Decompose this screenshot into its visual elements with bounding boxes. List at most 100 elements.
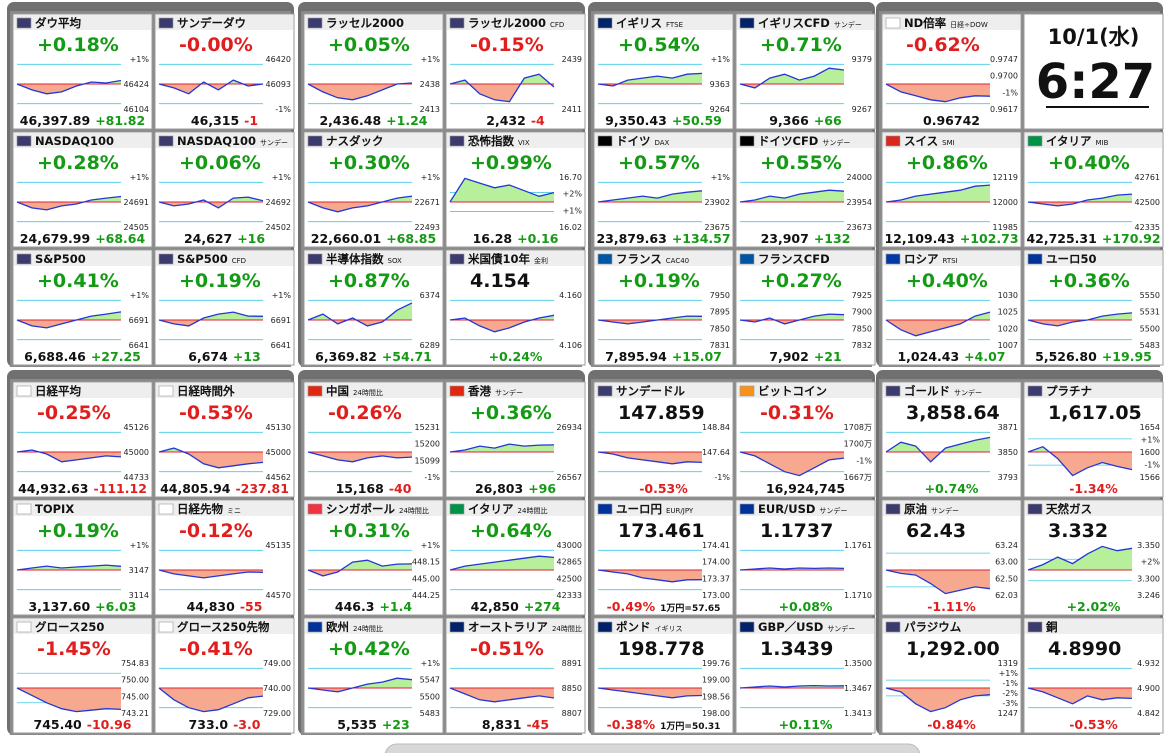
bottom-value: +68.64	[95, 231, 145, 246]
bottom-line: 0.96742	[923, 113, 980, 128]
tile-sub: サンデー	[954, 388, 982, 397]
axis-label: 445.00	[412, 574, 440, 583]
axis-label: 22493	[415, 223, 440, 232]
flag	[1027, 253, 1043, 265]
tile-bg	[881, 499, 1022, 616]
big-value: +0.36%	[1048, 270, 1130, 292]
sparkline	[158, 447, 264, 469]
big-value: +0.05%	[328, 34, 410, 56]
tile-bg	[303, 13, 444, 130]
tile-name: ゴールド	[904, 384, 950, 398]
tile-header	[595, 501, 732, 516]
bottom-line: +0.24%	[489, 349, 543, 364]
bottom-value: +66	[814, 113, 842, 128]
tile-sub: サンデー	[822, 138, 850, 147]
big-value: 3.332	[1048, 520, 1108, 542]
big-value: +0.31%	[328, 520, 410, 542]
bottom-value: +96	[528, 481, 556, 496]
tile-name: フランスCFD	[758, 252, 830, 266]
axis-label: 3793	[998, 473, 1018, 482]
spark-area-down	[1028, 452, 1132, 476]
sparkline	[597, 569, 703, 583]
sparkline	[1027, 312, 1133, 327]
tile-name: ダウ平均	[35, 16, 81, 30]
tile-name-line: フランス CAC40	[616, 252, 689, 266]
tile-sub: 金利	[534, 256, 548, 265]
tile-name-line: 欧州 24時間比	[326, 620, 383, 634]
sparkline	[307, 82, 413, 101]
tile-name-line: NASDAQ100 サンデー	[177, 134, 288, 148]
axis-label: 1.1710	[844, 591, 872, 600]
flag	[16, 135, 32, 147]
tile-name-line: ビットコイン	[758, 384, 827, 398]
axis-label: +2%	[1141, 558, 1161, 567]
tile-bg	[445, 499, 586, 616]
tile-bg	[1023, 249, 1164, 366]
big-value: 1.1737	[760, 520, 833, 542]
flag	[597, 621, 613, 633]
axis-label: 7925	[852, 291, 872, 300]
tile-header	[1025, 619, 1162, 634]
axis-label: 15231	[415, 423, 440, 432]
sparkline	[16, 79, 122, 95]
axis-label: +1%	[130, 541, 150, 550]
axis-label: 9264	[710, 105, 730, 114]
tile-bg	[881, 13, 1022, 130]
big-value: +0.99%	[470, 152, 552, 174]
big-value: +0.28%	[37, 152, 119, 174]
tile-header	[156, 133, 293, 148]
axis-label: 1030	[998, 291, 1018, 300]
tile-bg	[735, 13, 876, 130]
bottom-value: -1.11%	[927, 599, 976, 614]
tile-bg	[881, 617, 1022, 734]
sparkline	[449, 177, 555, 203]
tile-bg	[1023, 131, 1164, 248]
tile: NASDAQ100 +0.28% +1% 24691 24505 24,679.99 +68…	[12, 131, 153, 248]
tile-name-line: 原油 サンデー	[904, 502, 959, 516]
axis-label: 6691	[271, 316, 291, 325]
big-value: +0.86%	[906, 152, 988, 174]
axis-label: 42500	[1135, 198, 1160, 207]
big-value: +0.36%	[470, 402, 552, 424]
tile-name-line: GBP／USD サンデー	[758, 620, 855, 634]
sparkline	[885, 83, 991, 103]
tile-name-line: 天然ガス	[1046, 502, 1092, 516]
flag	[449, 621, 465, 633]
sparkline	[1027, 193, 1133, 207]
tile-name: 恐怖指数	[468, 134, 514, 148]
tile-header	[156, 251, 293, 266]
axis-label: 198.00	[702, 709, 730, 718]
tile: 日経平均 -0.25% 45126 45000 44733 44,932.63 -111.1…	[12, 381, 153, 498]
tile-header	[1025, 251, 1162, 266]
sparkline	[1027, 687, 1133, 705]
tile-header	[737, 133, 874, 148]
axis-label: 1.3413	[844, 709, 872, 718]
sparkline	[885, 184, 991, 203]
bottom-value: +1.4	[379, 599, 412, 614]
tile-name: サンデーダウ	[177, 16, 246, 30]
big-value: +0.55%	[760, 152, 842, 174]
tile-bg	[593, 131, 734, 248]
axis-label: 24692	[266, 198, 291, 207]
tile: 中国 24時間比 -0.26% 15231 15200 15099 -1% 15,168 -40	[303, 381, 444, 498]
axis-label: 1566	[1140, 473, 1160, 482]
bottom-value: -3.0	[233, 717, 261, 732]
axis-label: 5531	[1140, 308, 1160, 317]
tile: フランス CAC40 +0.19% 7950 7895 7850 7831 7,895.94 +…	[593, 249, 734, 366]
tile-name: ND倍率	[904, 16, 947, 30]
tile-sub: 24時間比	[518, 506, 548, 515]
tile-name: 銅	[1045, 620, 1058, 634]
bottom-value: -10.96	[87, 717, 132, 732]
bottom-value: +15.07	[672, 349, 722, 364]
bottom-value: +0.08%	[779, 599, 833, 614]
tile-name-line: 日経先物 ミニ	[177, 502, 241, 516]
tile-name: グロース250	[35, 620, 104, 634]
big-value: +0.41%	[37, 270, 119, 292]
bottom-value: 16.28	[473, 231, 513, 246]
axis-label: 44562	[266, 473, 291, 482]
sparkline	[885, 687, 991, 713]
tile: ドイツCFD サンデー +0.55% 24000 23954 23673 23,907 +13…	[735, 131, 876, 248]
tile-sub: 日経÷DOW	[950, 20, 988, 29]
tile-bg	[445, 13, 586, 130]
